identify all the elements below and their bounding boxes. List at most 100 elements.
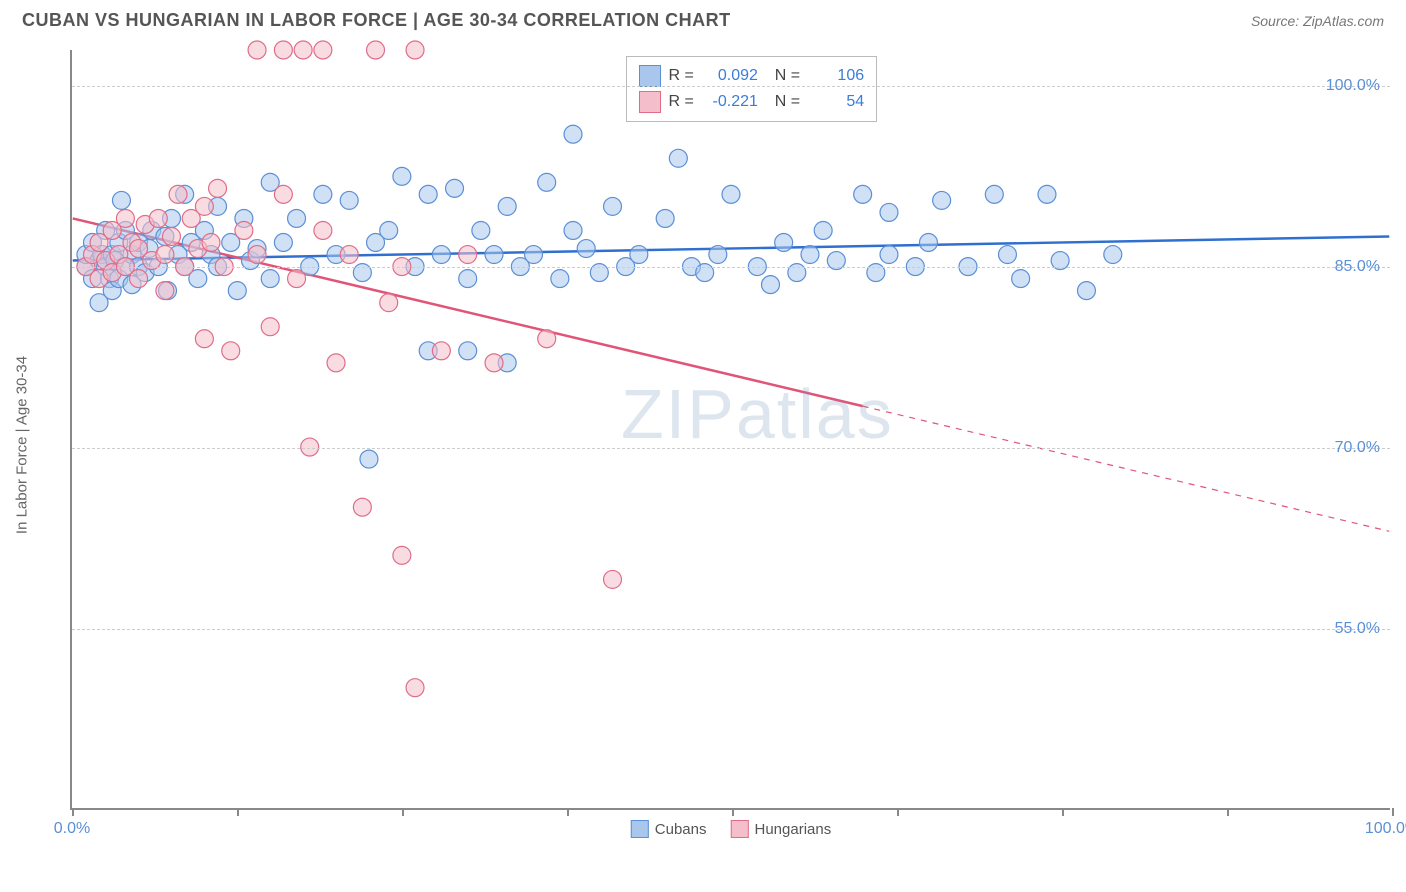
x-tick — [567, 808, 569, 816]
data-point — [340, 246, 358, 264]
data-point — [294, 41, 312, 59]
data-point — [722, 185, 740, 203]
data-point — [288, 209, 306, 227]
data-point — [1038, 185, 1056, 203]
legend-label: Hungarians — [754, 821, 831, 838]
data-point — [163, 228, 181, 246]
data-point — [360, 450, 378, 468]
x-tick — [1227, 808, 1229, 816]
data-point — [459, 342, 477, 360]
data-point — [222, 342, 240, 360]
x-tick — [237, 808, 239, 816]
data-point — [274, 234, 292, 252]
correlation-stats-box: R =0.092 N =106R =-0.221 N =54 — [626, 56, 878, 122]
y-tick-label: 55.0% — [1335, 620, 1380, 638]
data-point — [406, 41, 424, 59]
data-point — [630, 246, 648, 264]
x-tick-label: 100.0% — [1365, 820, 1406, 838]
data-point — [498, 197, 516, 215]
y-tick-label: 85.0% — [1335, 258, 1380, 276]
data-point — [814, 221, 832, 239]
data-point — [261, 270, 279, 288]
legend-label: Cubans — [655, 821, 707, 838]
stats-r-label: R = — [669, 93, 694, 111]
data-point — [933, 191, 951, 209]
x-tick — [897, 808, 899, 816]
stats-swatch — [639, 91, 661, 113]
data-point — [195, 330, 213, 348]
legend: Cubans Hungarians — [631, 820, 831, 838]
data-point — [446, 179, 464, 197]
data-point — [485, 354, 503, 372]
grid-line — [72, 448, 1390, 449]
data-point — [775, 234, 793, 252]
data-point — [564, 125, 582, 143]
legend-swatch — [730, 820, 748, 838]
data-point — [195, 197, 213, 215]
data-point — [130, 270, 148, 288]
data-point — [235, 221, 253, 239]
grid-line — [72, 86, 1390, 87]
x-tick — [732, 808, 734, 816]
data-point — [854, 185, 872, 203]
data-point — [393, 546, 411, 564]
data-point — [314, 221, 332, 239]
data-point — [202, 234, 220, 252]
x-tick-label: 0.0% — [54, 820, 90, 838]
data-point — [709, 246, 727, 264]
data-point — [1077, 282, 1095, 300]
data-point — [564, 221, 582, 239]
data-point — [169, 185, 187, 203]
stats-n-value: 54 — [808, 93, 864, 111]
stats-n-label: N = — [766, 67, 800, 85]
data-point — [116, 209, 134, 227]
chart-title: CUBAN VS HUNGARIAN IN LABOR FORCE | AGE … — [22, 10, 731, 31]
data-point — [248, 246, 266, 264]
data-point — [669, 149, 687, 167]
data-point — [485, 246, 503, 264]
stats-r-value: -0.221 — [702, 93, 758, 111]
data-point — [432, 246, 450, 264]
data-point — [274, 185, 292, 203]
data-point — [393, 167, 411, 185]
plot-area: R =0.092 N =106R =-0.221 N =54 ZIPatlas … — [70, 50, 1390, 810]
x-tick — [1392, 808, 1394, 816]
data-point — [801, 246, 819, 264]
data-point — [538, 173, 556, 191]
chart-container: In Labor Force | Age 30-34 R =0.092 N =1… — [50, 50, 1390, 840]
data-point — [472, 221, 490, 239]
legend-item: Cubans — [631, 820, 707, 838]
data-point — [340, 191, 358, 209]
data-point — [880, 203, 898, 221]
data-point — [538, 330, 556, 348]
stats-n-value: 106 — [808, 67, 864, 85]
y-tick-label: 100.0% — [1326, 77, 1380, 95]
data-point — [112, 191, 130, 209]
stats-row: R =0.092 N =106 — [639, 63, 865, 89]
data-point — [762, 276, 780, 294]
data-point — [353, 498, 371, 516]
data-point — [998, 246, 1016, 264]
data-point — [551, 270, 569, 288]
data-point — [880, 246, 898, 264]
data-point — [985, 185, 1003, 203]
data-point — [920, 234, 938, 252]
data-point — [248, 41, 266, 59]
data-point — [577, 240, 595, 258]
data-point — [380, 294, 398, 312]
data-point — [432, 342, 450, 360]
data-point — [274, 41, 292, 59]
data-point — [261, 318, 279, 336]
data-point — [288, 270, 306, 288]
data-point — [209, 179, 227, 197]
data-point — [1012, 270, 1030, 288]
data-point — [314, 41, 332, 59]
data-point — [156, 246, 174, 264]
data-point — [656, 209, 674, 227]
data-point — [367, 41, 385, 59]
x-tick — [1062, 808, 1064, 816]
data-point — [149, 209, 167, 227]
stats-r-value: 0.092 — [702, 67, 758, 85]
data-point — [604, 197, 622, 215]
data-point — [525, 246, 543, 264]
